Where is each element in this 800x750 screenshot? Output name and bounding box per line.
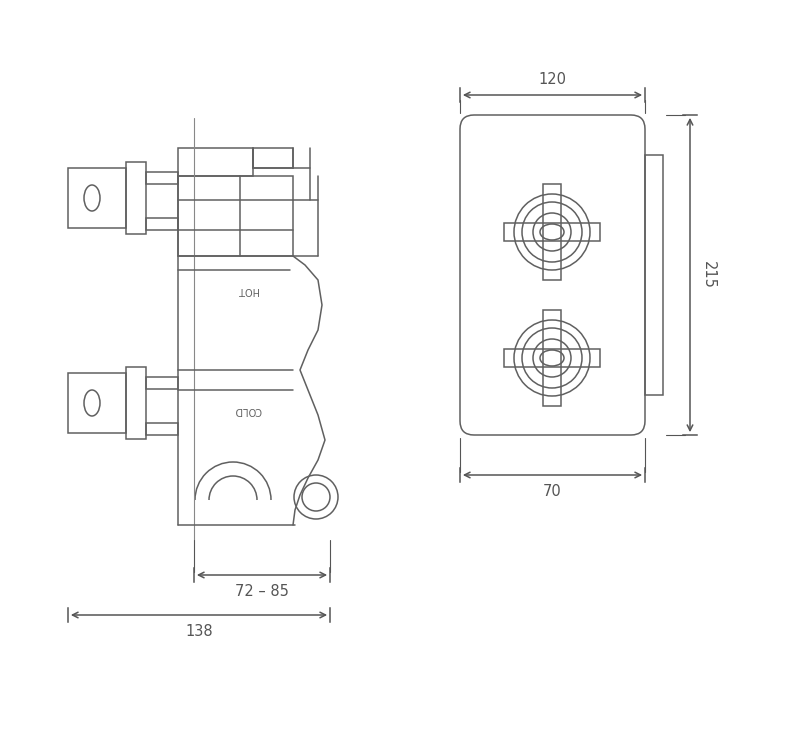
Text: 70: 70 (543, 484, 562, 499)
Text: 215: 215 (701, 261, 715, 289)
Bar (178, 148, 253, 176)
Text: 72 – 85: 72 – 85 (235, 584, 289, 598)
Bar (543, 310, 561, 406)
Bar (504, 223, 600, 241)
Bar (178, 176, 293, 256)
Bar (645, 155, 663, 395)
Bar (504, 349, 600, 367)
Text: 138: 138 (185, 623, 213, 638)
Bar (543, 184, 561, 280)
Bar (68, 168, 126, 228)
Text: 120: 120 (538, 73, 566, 88)
Bar (146, 218, 178, 230)
Bar (68, 373, 126, 433)
Bar (146, 423, 178, 435)
Text: COLD: COLD (234, 405, 262, 415)
Bar (126, 162, 146, 234)
Bar (146, 377, 178, 389)
Bar (253, 148, 293, 168)
Text: HOT: HOT (238, 285, 258, 295)
Bar (146, 172, 178, 184)
Bar (126, 367, 146, 439)
